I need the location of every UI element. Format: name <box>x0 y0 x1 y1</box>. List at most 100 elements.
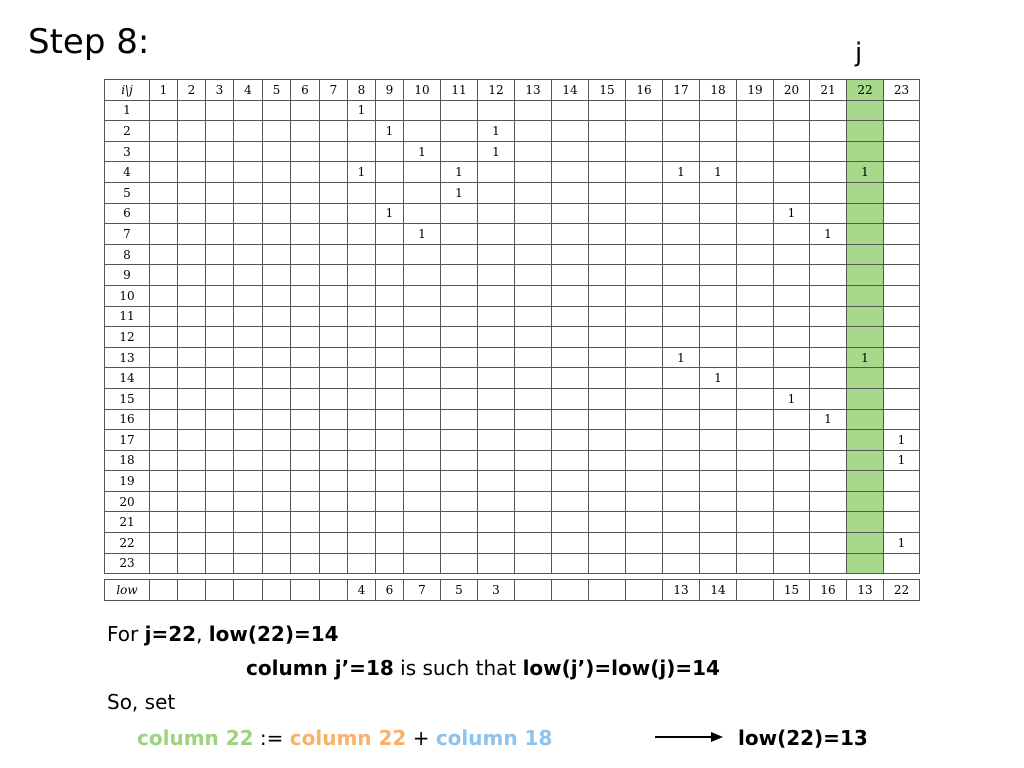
matrix-cell <box>477 470 515 492</box>
matrix-cell <box>625 490 663 513</box>
matrix-cell: 1 <box>809 408 847 431</box>
matrix-cell <box>347 449 376 472</box>
matrix-cell <box>514 326 552 348</box>
column-header: 12 <box>477 79 515 101</box>
matrix-cell <box>773 429 810 451</box>
matrix-cell <box>347 532 376 554</box>
matrix-cell <box>440 387 478 410</box>
matrix-cell <box>477 181 515 204</box>
matrix-row: 18 1 <box>104 449 920 472</box>
matrix-cell <box>375 305 404 328</box>
matrix-cell <box>588 202 626 225</box>
matrix-cell <box>773 284 810 307</box>
matrix-cell <box>290 181 320 204</box>
matrix-cell <box>403 284 441 307</box>
matrix-cell <box>347 264 376 286</box>
matrix-cell <box>319 202 348 225</box>
matrix-cell <box>699 552 737 575</box>
matrix-cell <box>347 552 376 575</box>
column-header: 13 <box>514 79 552 101</box>
matrix-cell <box>290 429 320 451</box>
matrix-cell <box>699 387 737 410</box>
matrix-cell <box>514 490 552 513</box>
matrix-cell <box>290 449 320 472</box>
matrix-cell <box>403 181 441 204</box>
row-label: 5 <box>104 181 150 204</box>
matrix-cell <box>477 243 515 266</box>
matrix-cell <box>149 161 178 183</box>
matrix-cell <box>883 511 920 534</box>
matrix-cell <box>375 367 404 389</box>
matrix-cell <box>177 161 206 183</box>
matrix-cell <box>347 470 376 492</box>
matrix-cell <box>205 243 234 266</box>
matrix-cell <box>662 429 700 451</box>
matrix-cell <box>440 532 478 554</box>
matrix-cell <box>403 264 441 286</box>
matrix-cell <box>403 161 441 183</box>
column-header: 1 <box>149 79 178 101</box>
matrix-cell: 1 <box>662 346 700 369</box>
matrix-cell <box>477 429 515 451</box>
matrix-cell <box>205 223 234 245</box>
matrix-cell <box>403 305 441 328</box>
matrix-cell <box>205 181 234 204</box>
row-label: 21 <box>104 511 150 534</box>
matrix-cell <box>625 140 663 163</box>
matrix-cell <box>290 532 320 554</box>
matrix-cell <box>262 511 291 534</box>
matrix-cell <box>477 367 515 389</box>
matrix-row: 14 1 <box>104 367 920 389</box>
matrix-cell <box>514 140 552 163</box>
matrix-cell <box>290 120 320 142</box>
matrix-cell <box>177 284 206 307</box>
matrix-cell <box>319 181 348 204</box>
matrix-cell <box>551 120 589 142</box>
matrix-cell <box>846 202 884 225</box>
matrix-cell <box>347 181 376 204</box>
matrix-cell <box>736 511 774 534</box>
matrix-cell <box>773 264 810 286</box>
matrix-cell <box>262 449 291 472</box>
row-label: 7 <box>104 223 150 245</box>
matrix-cell <box>375 284 404 307</box>
low-row-label: low <box>104 579 150 601</box>
matrix-cell <box>375 243 404 266</box>
matrix-cell <box>588 120 626 142</box>
matrix-cell <box>662 243 700 266</box>
matrix-cell <box>551 532 589 554</box>
matrix-cell <box>290 408 320 431</box>
matrix-cell <box>662 223 700 245</box>
matrix-cell <box>699 408 737 431</box>
matrix-cell <box>477 264 515 286</box>
assign-op: := <box>253 726 290 750</box>
low-cell: 15 <box>773 579 810 601</box>
matrix-cell <box>319 449 348 472</box>
matrix-cell <box>290 284 320 307</box>
column-header: 8 <box>347 79 376 101</box>
matrix-cell <box>262 243 291 266</box>
row-label: 22 <box>104 532 150 554</box>
matrix-cell <box>290 346 320 369</box>
matrix-cell <box>149 99 178 122</box>
matrix-cell <box>588 511 626 534</box>
matrix-cell <box>883 140 920 163</box>
matrix-cell <box>773 120 810 142</box>
matrix-cell <box>290 552 320 575</box>
column-header: 16 <box>625 79 663 101</box>
matrix-cell <box>588 181 626 204</box>
matrix-cell <box>347 305 376 328</box>
matrix-cell <box>177 490 206 513</box>
matrix-cell <box>809 429 847 451</box>
source-column-a: column 22 <box>289 726 407 750</box>
matrix-cell <box>625 532 663 554</box>
matrix-cell <box>440 305 478 328</box>
low-cell <box>319 579 348 601</box>
matrix-cell <box>403 470 441 492</box>
matrix-cell: 1 <box>477 140 515 163</box>
matrix-cell <box>149 387 178 410</box>
matrix-cell <box>773 449 810 472</box>
matrix-cell: 1 <box>347 161 376 183</box>
matrix-cell <box>319 511 348 534</box>
matrix-row: 7 1 1 <box>104 223 920 245</box>
